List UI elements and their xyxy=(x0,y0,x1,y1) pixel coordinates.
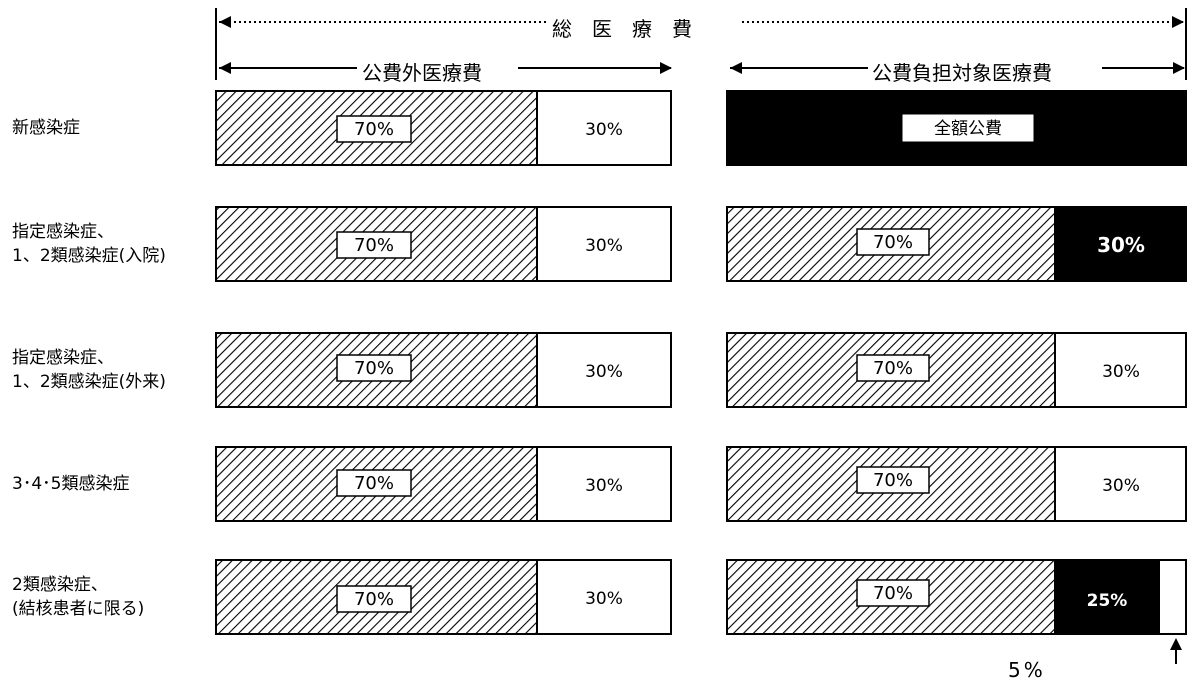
row-3-right-white-segment xyxy=(1054,332,1187,408)
row-3-right-hatched-pct: 70% xyxy=(873,358,913,379)
row-3-left-hatched-pct: 70% xyxy=(354,358,394,379)
row-2-left-white-segment xyxy=(536,206,672,282)
row-label-5: 2類感染症、 (結核患者に限る) xyxy=(12,575,145,619)
row-5-right-hatched-pct: 70% xyxy=(873,583,913,604)
row-2-left-hatched-pct: 70% xyxy=(354,235,394,256)
row-1-left-hatched-pct: 70% xyxy=(354,119,394,140)
row-2: 70% 30% 70% 30% xyxy=(215,206,1187,282)
header-left-section: 公費外医療費 xyxy=(219,62,672,85)
row-4: 70% 30% 70% 30% xyxy=(215,446,1187,522)
row-1-left-white-pct: 30% xyxy=(585,120,623,140)
row-4-left-hatched-pct: 70% xyxy=(354,473,394,494)
row-4-right-white-pct: 30% xyxy=(1102,476,1140,496)
row-1-left-white-segment xyxy=(536,90,672,166)
row-5-left-hatched-segment xyxy=(215,559,538,635)
row-5-left-hatched-pct: 70% xyxy=(354,589,394,610)
row-4-right-white-segment xyxy=(1054,446,1187,522)
row-3-left-white-pct: 30% xyxy=(585,362,623,382)
row-2-right-black-pct: 30% xyxy=(1097,233,1145,257)
row-3-left-white-segment xyxy=(536,332,672,408)
row-5-right-white-small-segment xyxy=(1158,559,1187,635)
row-2-right-hatched-pct: 70% xyxy=(873,232,913,253)
row-3: 70% 30% 70% 30% xyxy=(215,332,1187,408)
row-5-right-black-pct: 25% xyxy=(1087,591,1128,611)
row-5: 70% 30% 70% 25% 5% xyxy=(215,559,1187,682)
row-5-white-small-pct: 5% xyxy=(1008,658,1046,682)
header-total: 総 医 療 費 xyxy=(215,8,1187,80)
row-4-right-hatched-pct: 70% xyxy=(873,470,913,491)
row-4-left-white-segment xyxy=(536,446,672,522)
row-3-right-white-pct: 30% xyxy=(1102,362,1140,382)
row-label-4: 3･4･5類感染症 xyxy=(12,474,130,494)
total-cost-label: 総 医 療 費 xyxy=(552,18,692,41)
header-right-section: 公費負担対象医療費 xyxy=(730,62,1185,85)
right-section-label: 公費負担対象医療費 xyxy=(872,62,1052,85)
row-label-1: 新感染症 xyxy=(12,118,80,138)
left-section-label: 公費外医療費 xyxy=(362,62,482,85)
row-label-3: 指定感染症、 1、2類感染症(外来) xyxy=(12,348,166,392)
row-label-2: 指定感染症、 1、2類感染症(入院) xyxy=(12,222,166,266)
row-2-left-white-pct: 30% xyxy=(585,236,623,256)
row-5-right-black-segment xyxy=(1054,559,1160,635)
row-2-right-black-segment xyxy=(1054,206,1187,282)
row-5-left-white-segment xyxy=(536,559,672,635)
row-1-full-public-label: 全額公費 xyxy=(934,119,1002,139)
row-1: 70% 30% 全額公費 xyxy=(215,90,1187,166)
row-5-left-white-pct: 30% xyxy=(585,589,623,609)
row-4-left-white-pct: 30% xyxy=(585,476,623,496)
